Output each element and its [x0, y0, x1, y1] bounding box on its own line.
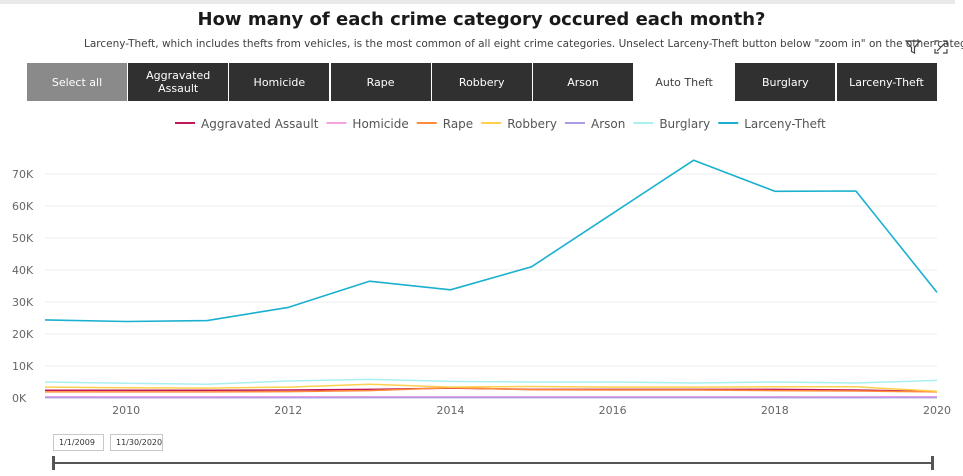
y-tick-label: 0K: [12, 392, 27, 405]
slider-start-handle[interactable]: [52, 456, 55, 470]
x-tick-label: 2014: [436, 404, 464, 417]
larceny-theft-button[interactable]: Larceny-Theft: [836, 63, 937, 101]
legend-label: Homicide: [352, 117, 408, 131]
select-all-button[interactable]: Select all: [27, 63, 127, 101]
page-subtitle: Larceny-Theft, which includes thefts fro…: [84, 38, 963, 50]
legend-label: Aggravated Assault: [201, 117, 319, 131]
legend-label: Arson: [591, 117, 625, 131]
legend-label: Larceny-Theft: [744, 117, 826, 131]
burglary-button[interactable]: Burglary: [735, 63, 836, 101]
y-tick-label: 40K: [12, 264, 34, 277]
y-tick-label: 10K: [12, 360, 34, 373]
focus-mode-icon[interactable]: [932, 38, 950, 56]
date-start-input[interactable]: 1/1/2009: [53, 434, 104, 451]
x-tick-label: 2020: [923, 404, 951, 417]
legend-label: Robbery: [507, 117, 557, 131]
series-line-burglary: [44, 378, 938, 385]
y-tick-label: 60K: [12, 200, 34, 213]
date-end-input[interactable]: 11/30/2020: [110, 434, 163, 451]
aggravated-assault-button[interactable]: Aggravated Assault: [128, 63, 229, 101]
x-tick-label: 2012: [274, 404, 302, 417]
y-tick-label: 50K: [12, 232, 34, 245]
robbery-button[interactable]: Robbery: [431, 63, 532, 101]
top-border: [0, 0, 955, 4]
y-tick-label: 20K: [12, 328, 34, 341]
category-buttons: Select all Aggravated Assault Homicide R…: [27, 63, 938, 101]
y-tick-label: 30K: [12, 296, 34, 309]
series-line-robbery: [44, 383, 938, 393]
crime-line-chart: 0K 10K 20K 30K 40K 50K 60K 70K 2010 2012 2014 2016 2…: [12, 117, 951, 417]
slider-end-handle[interactable]: [931, 456, 934, 470]
homicide-button[interactable]: Homicide: [229, 63, 330, 101]
series-line-larceny-theft: [44, 159, 938, 323]
y-tick-label: 70K: [12, 168, 34, 181]
x-tick-label: 2010: [112, 404, 140, 417]
series-line-rape: [45, 387, 938, 393]
filter-icon[interactable]: [904, 38, 922, 56]
date-range-slider[interactable]: [53, 462, 933, 464]
x-tick-label: 2016: [599, 404, 627, 417]
legend-label: Rape: [443, 117, 473, 131]
page-title: How many of each crime category occured …: [197, 9, 766, 30]
rape-button[interactable]: Rape: [330, 63, 431, 101]
x-tick-label: 2018: [761, 404, 789, 417]
legend-label: Burglary: [659, 117, 710, 131]
auto-theft-button[interactable]: Auto Theft: [634, 63, 735, 101]
arson-button[interactable]: Arson: [532, 63, 633, 101]
